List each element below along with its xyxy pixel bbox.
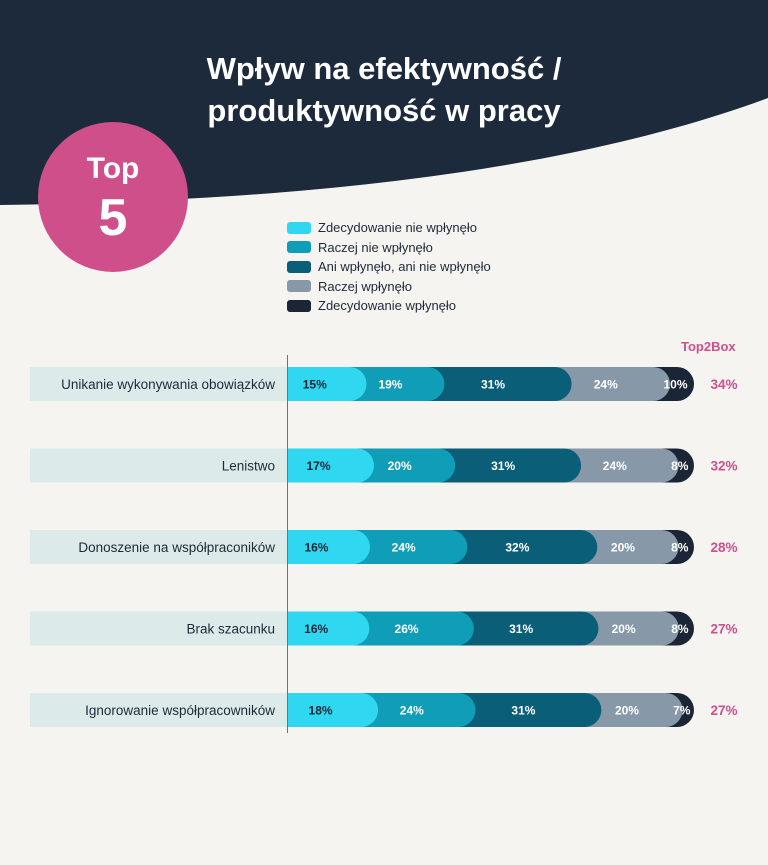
data-label: 20% (611, 541, 635, 555)
top2box-value: 27% (710, 622, 737, 637)
bar-segment (288, 611, 370, 646)
data-label: 20% (612, 622, 636, 636)
top2box-value: 34% (710, 377, 737, 392)
badge-number: 5 (98, 189, 128, 247)
legend-item: Raczej wpłynęło (287, 277, 491, 297)
legend-swatch (287, 241, 311, 254)
legend-swatch (287, 299, 311, 312)
bar-segment (438, 448, 582, 483)
bar-segment (581, 611, 679, 646)
legend-item: Zdecydowanie nie wpłynęło (287, 218, 491, 238)
data-label: 15% (303, 378, 327, 392)
page-title: Wpływ na efektywność / produktywność w p… (0, 48, 768, 132)
data-label: 24% (392, 541, 416, 555)
category-label: Brak szacunku (186, 622, 275, 637)
data-label: 26% (395, 622, 419, 636)
data-label: 20% (388, 459, 412, 473)
legend-label: Zdecydowanie wpłynęło (318, 298, 457, 314)
data-label: 17% (306, 459, 330, 473)
legend-item: Ani wpłynęło, ani nie wpłynęło (287, 257, 491, 277)
row-label-background (30, 367, 287, 401)
data-label: 24% (594, 378, 618, 392)
legend-item: Raczej nie wpłynęło (287, 238, 491, 258)
data-label: 24% (400, 704, 424, 718)
legend-swatch (287, 221, 311, 234)
data-label: 31% (511, 704, 535, 718)
row-label-background (30, 611, 287, 646)
top2box-value: 27% (710, 703, 737, 718)
bar-segment (580, 530, 679, 564)
legend-item: Zdecydowanie wpłynęło (287, 296, 491, 316)
bar-segment (288, 367, 367, 401)
data-label: 32% (505, 541, 529, 555)
data-label: 24% (603, 459, 627, 473)
badge-top-label: Top (86, 152, 140, 185)
data-label: 31% (491, 459, 515, 473)
legend-label: Zdecydowanie nie wpłynęło (318, 220, 477, 236)
bar-segment (349, 367, 445, 401)
data-label: 10% (663, 378, 687, 392)
bar-segment (458, 693, 602, 727)
bar-segment (288, 448, 375, 483)
data-label: 31% (481, 378, 505, 392)
category-label: Unikanie wykonywania obowiązków (61, 377, 275, 392)
bar-segment (584, 693, 683, 727)
category-label: Ignorowanie współpracowników (85, 703, 275, 718)
bar-segment (564, 448, 679, 483)
legend-swatch (287, 260, 311, 273)
legend-label: Raczej wpłynęło (318, 278, 412, 294)
data-label: 8% (671, 459, 689, 473)
top2box-value: 32% (710, 459, 737, 474)
top2box-header: Top2Box (681, 339, 736, 354)
bar-segment (288, 693, 379, 727)
title-line-1: Wpływ na efektywność / (206, 51, 562, 86)
legend-label: Ani wpłynęło, ani nie wpłynęło (318, 259, 491, 275)
legend: Zdecydowanie nie wpłynęło Raczej nie wpły… (287, 218, 491, 316)
bar-segment (427, 367, 572, 401)
bar-segment (288, 530, 370, 564)
top2box-value: 28% (710, 540, 737, 555)
bar-segment (352, 530, 468, 564)
legend-label: Raczej nie wpłynęło (318, 239, 433, 255)
row-label-background (30, 448, 287, 483)
bar-segment (456, 611, 599, 646)
category-label: Donoszenie na współpraconików (78, 540, 275, 555)
category-label: Lenistwo (222, 459, 275, 474)
legend-swatch (287, 280, 311, 293)
data-label: 19% (378, 378, 402, 392)
title-line-2: produktywność w pracy (207, 93, 561, 128)
data-label: 16% (304, 541, 328, 555)
bar-segment (450, 530, 598, 564)
data-label: 16% (304, 622, 328, 636)
bar-segment (357, 448, 456, 483)
row-label-background (30, 530, 287, 564)
data-label: 8% (671, 622, 689, 636)
row-label-background (30, 693, 287, 727)
bar-segment (352, 611, 474, 646)
data-label: 18% (309, 704, 333, 718)
data-label: 20% (615, 704, 639, 718)
data-label: 8% (671, 541, 689, 555)
data-label: 7% (673, 704, 691, 718)
bar-segment (361, 693, 476, 727)
data-label: 31% (509, 622, 533, 636)
top-5-badge: Top 5 (38, 122, 188, 272)
header-background (0, 0, 768, 205)
bar-segment (554, 367, 670, 401)
